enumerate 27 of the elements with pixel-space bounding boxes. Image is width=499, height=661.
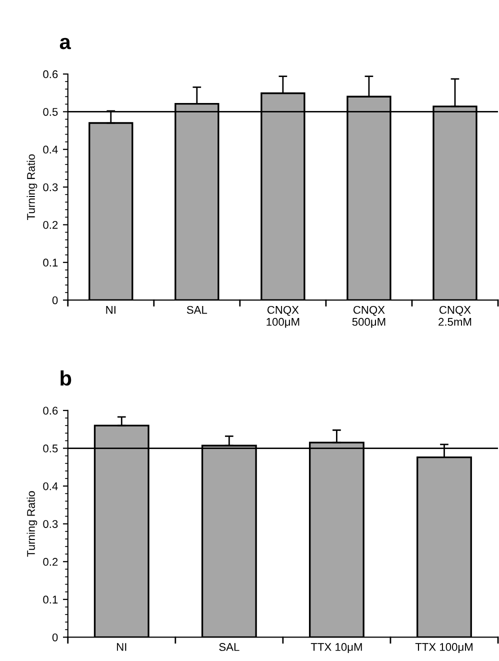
x-tick-label: CNQX 100μM [266, 306, 300, 328]
y-tick-label: 0.2 [43, 221, 58, 229]
y-axis-title: Turning Ratio [26, 491, 38, 557]
y-tick-label: 0.1 [43, 596, 58, 604]
y-tick-label: 0.5 [43, 108, 58, 116]
y-tick-label: 0.1 [43, 258, 58, 267]
x-tick-label: SAL [219, 643, 240, 651]
chart-title: b [60, 370, 72, 386]
y-tick-label: 0.3 [43, 520, 58, 528]
x-tick-label: NI [106, 306, 116, 314]
y-tick-label: 0.6 [43, 70, 58, 78]
x-tick-label: SAL [186, 306, 208, 314]
y-tick-label: 0.4 [43, 482, 58, 490]
y-tick-label: 0.2 [43, 558, 58, 566]
x-tick-label: CNQX 2.5mM [438, 306, 472, 326]
y-tick-label: 0.3 [43, 183, 58, 192]
x-tick-label: CNQX 500μM [352, 306, 386, 328]
y-tick-label: 0.4 [43, 146, 58, 154]
chart-title: a [60, 38, 71, 50]
x-tick-label: NI [116, 643, 126, 651]
x-tick-label: TTX 10μM [310, 643, 362, 653]
x-tick-label: TTX 100μM [415, 643, 472, 653]
y-tick-label: 0 [52, 633, 58, 642]
y-tick-label: 0.6 [43, 406, 58, 415]
y-tick-label: 0.5 [43, 444, 58, 452]
y-tick-label: 0 [52, 296, 58, 304]
y-axis-title: Turning Ratio [26, 154, 38, 220]
